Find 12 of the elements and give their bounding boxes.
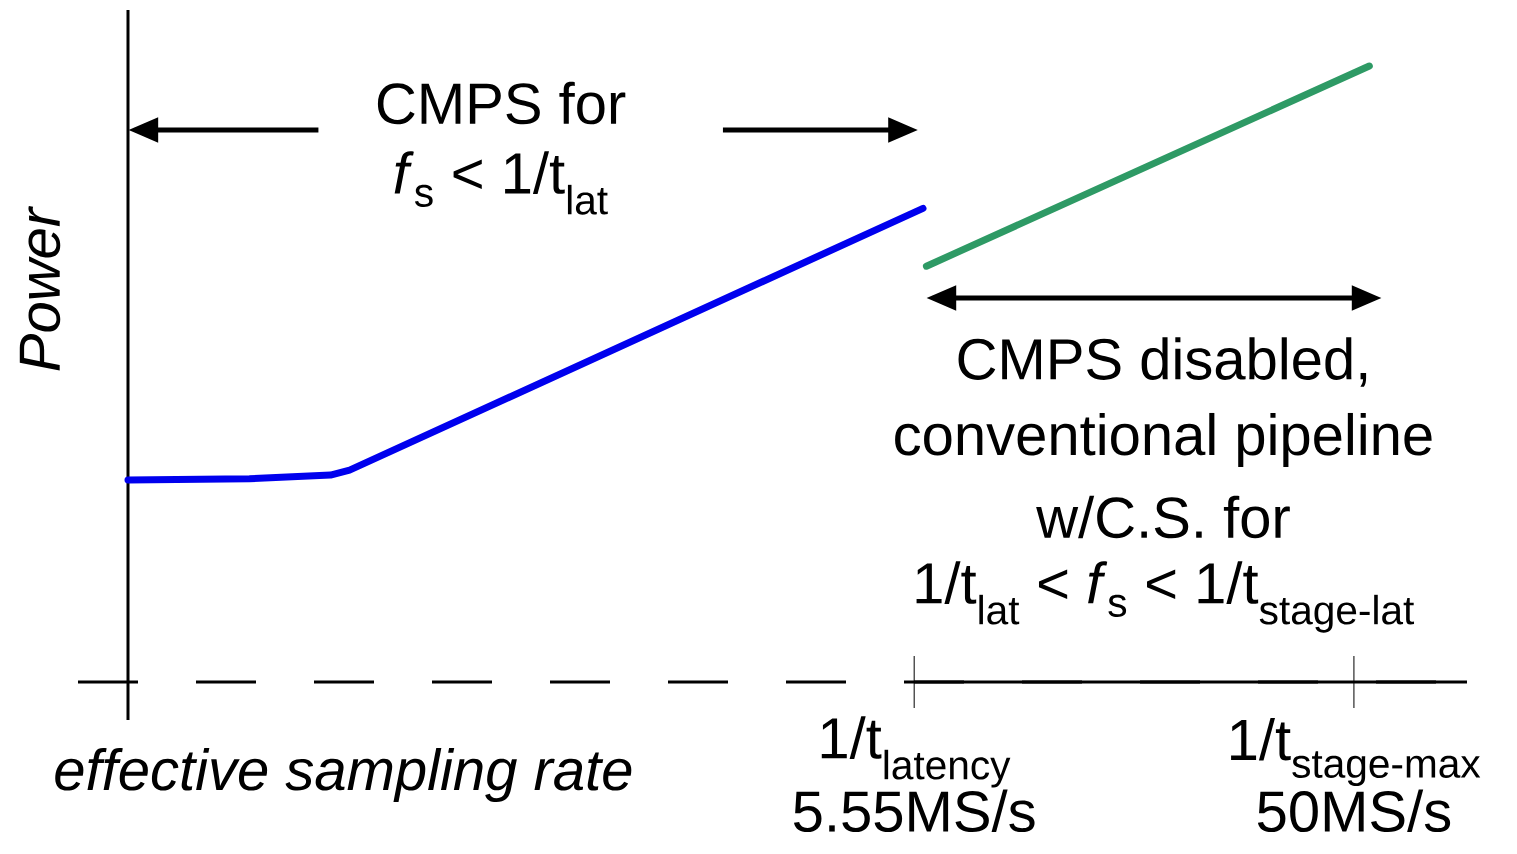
x-tick-label: 50MS/s (1257, 789, 1451, 833)
annotation: CMPS disabled, (958, 337, 1367, 387)
x-axis-title: effective sampling rate (55, 747, 632, 803)
annotation: CMPS for (377, 81, 626, 125)
y-axis-title: Power (19, 205, 61, 371)
annotation: f$_{s}$ < 1/t$_{lat}$ (394, 151, 608, 215)
text: 1/t$_{latency}$ (821, 716, 1011, 788)
annotation: w/C.S. for (1036, 495, 1290, 539)
x-tick-label: 5.55MS/s (793, 789, 1035, 833)
annotation: 1/t$_{lat}$ < f$_{s}$ < 1/t$_{stage-lat}$ (916, 561, 1415, 633)
text: 1/t$_{stage-max}$ (1231, 717, 1481, 787)
annotation: conventional pipeline (895, 412, 1432, 468)
